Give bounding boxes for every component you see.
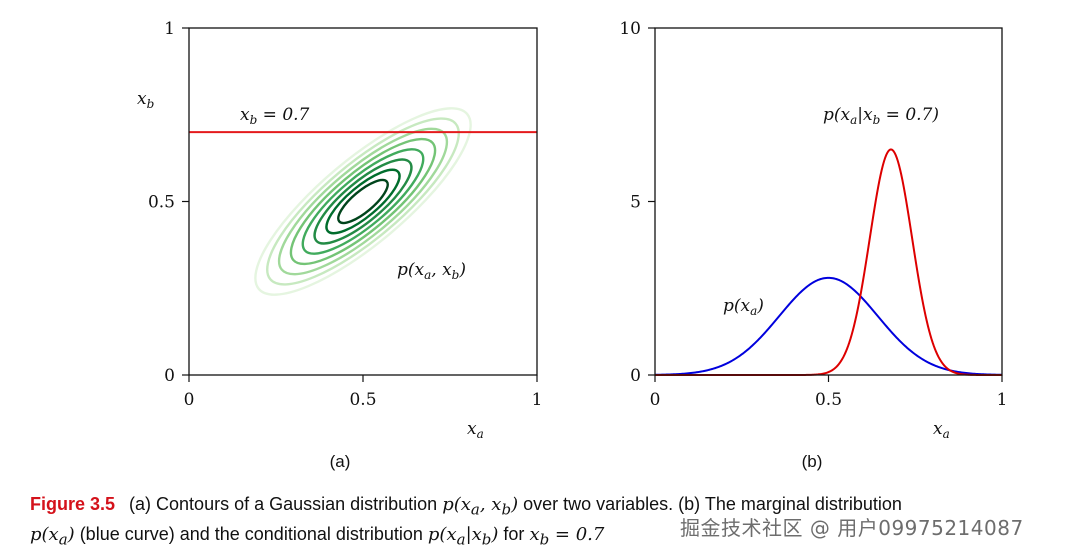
contour-level [337, 178, 389, 225]
y-tick-label: 1 [164, 19, 175, 39]
contour-level [313, 158, 413, 245]
caption-line-1: Figure 3.5 (a) Contours of a Gaussian dis… [30, 492, 1075, 522]
conditional-curve [655, 148, 1002, 376]
figure-caption: Figure 3.5 (a) Contours of a Gaussian dis… [30, 492, 1075, 551]
y-tick-label: 0 [164, 366, 175, 386]
caption-text: (a) Contours of a Gaussian distribution [129, 494, 443, 514]
y-tick-label: 5 [630, 193, 641, 213]
panel-a-ylabel: xb [137, 89, 154, 111]
panel-b-xlabel: xa [933, 419, 950, 441]
panel-a-xlabel: xa [467, 419, 484, 441]
gaussian-contours [254, 107, 472, 296]
watermark: 掘金技术社区 @ 用户09975214087 [680, 516, 1024, 540]
panel-a: 0 0.5 1 0 0.5 1 xa xb xb = 0.7 p(xa, xb) (a) [137, 19, 542, 471]
panel-b-label: (b) [802, 452, 823, 471]
marginal-curve [654, 276, 1003, 376]
x-tick-label: 1 [997, 390, 1008, 410]
panel-a-ticks: 0 0.5 1 0 0.5 1 [148, 19, 542, 410]
caption-text: for [498, 523, 530, 544]
caption-math: p(xa) [30, 523, 75, 549]
conditional-annotation: p(xa|xb = 0.7) [823, 105, 939, 127]
panel-a-label: (a) [330, 452, 351, 471]
x-tick-label: 0.5 [815, 390, 842, 410]
caption-math: xb = 0.7 [529, 523, 605, 549]
caption-math: p(xa|xb) [427, 523, 499, 549]
contour-level [289, 137, 437, 266]
panel-b-frame [654, 27, 1003, 376]
x-tick-label: 0 [184, 390, 195, 410]
caption-line-2: p(xa) (blue curve) and the conditional d… [30, 522, 1075, 552]
figure-canvas: 0 0.5 100.51 xa xb xb = 0.7 p(xa, xb) (a) … [137, 19, 1007, 471]
y-tick-label: 0.5 [148, 193, 175, 213]
panel-a-frame [188, 27, 538, 376]
contour-level [254, 107, 472, 296]
x-tick-label: 1 [532, 390, 543, 410]
marginal-annotation: p(xa) [723, 296, 764, 318]
contour-level [277, 127, 449, 276]
contour-level [266, 117, 460, 286]
x-tick-label: 0.5 [349, 390, 376, 410]
caption-text: (blue curve) and the conditional distrib… [74, 523, 428, 544]
caption-math: p(xa, xb) [442, 494, 519, 519]
joint-annotation: p(xa, xb) [397, 260, 466, 282]
y-tick-label: 0 [630, 366, 641, 386]
contour-level [325, 168, 401, 235]
caption-text: over two variables. (b) The marginal dis… [518, 494, 902, 514]
contour-level [301, 148, 425, 255]
hline-label: xb = 0.7 [240, 105, 310, 127]
x-tick-label: 0 [650, 390, 661, 410]
figure-number: Figure 3.5 [30, 494, 116, 514]
y-tick-label: 10 [619, 19, 641, 39]
